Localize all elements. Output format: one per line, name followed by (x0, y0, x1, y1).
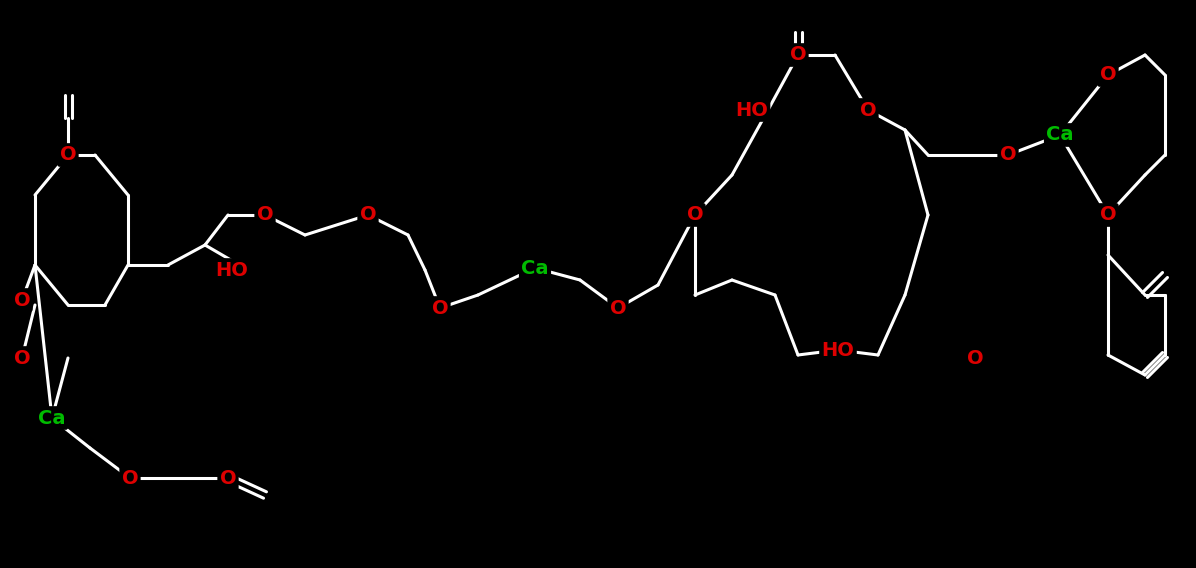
Text: O: O (122, 469, 139, 487)
Text: O: O (60, 145, 77, 165)
Text: O: O (360, 206, 377, 224)
Text: HO: HO (215, 261, 248, 279)
Text: O: O (1099, 65, 1116, 85)
Text: O: O (1000, 145, 1017, 165)
Text: O: O (789, 45, 806, 65)
Text: O: O (13, 349, 30, 367)
Text: O: O (687, 206, 703, 224)
Text: O: O (610, 299, 627, 318)
Text: O: O (860, 101, 877, 119)
Text: O: O (13, 290, 30, 310)
Text: Ca: Ca (38, 408, 66, 428)
Text: Ca: Ca (521, 258, 549, 278)
Text: O: O (257, 206, 274, 224)
Text: O: O (1099, 206, 1116, 224)
Text: Ca: Ca (1046, 126, 1074, 144)
Text: HO: HO (822, 340, 854, 360)
Text: O: O (220, 469, 237, 487)
Text: O: O (432, 299, 448, 318)
Text: O: O (966, 349, 983, 367)
Text: HO: HO (736, 101, 768, 119)
